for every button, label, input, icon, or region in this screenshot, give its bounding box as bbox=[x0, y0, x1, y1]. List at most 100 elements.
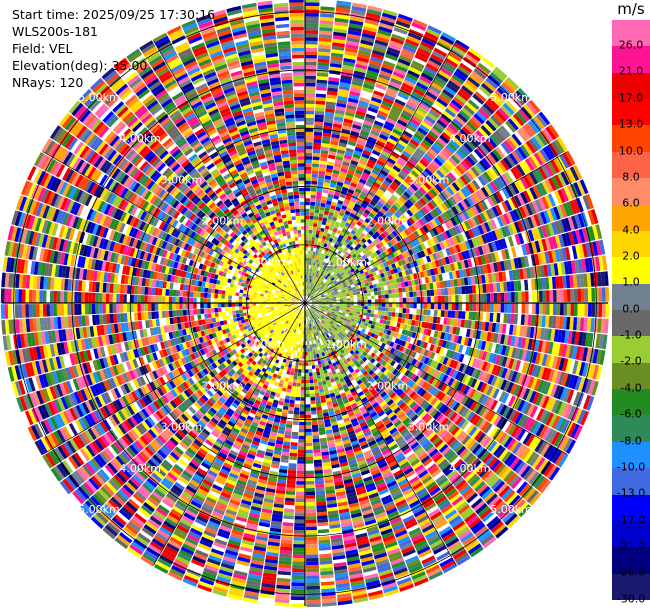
velocity-cell bbox=[380, 290, 385, 295]
velocity-cell bbox=[329, 287, 333, 291]
velocity-cell bbox=[373, 287, 378, 292]
velocity-cell bbox=[259, 283, 264, 287]
velocity-cell bbox=[236, 285, 241, 290]
velocity-cell bbox=[291, 251, 295, 256]
velocity-cell bbox=[257, 312, 262, 316]
velocity-cell bbox=[310, 315, 313, 319]
velocity-cell bbox=[312, 288, 316, 292]
velocity-cell bbox=[277, 331, 281, 336]
velocity-cell bbox=[270, 306, 274, 309]
velocity-cell bbox=[356, 291, 361, 295]
velocity-cell bbox=[312, 318, 315, 323]
velocity-cell bbox=[261, 329, 266, 334]
velocity-cell bbox=[310, 354, 314, 359]
velocity-cell bbox=[326, 325, 330, 329]
velocity-cell bbox=[339, 304, 344, 307]
velocity-cell bbox=[291, 298, 296, 300]
velocity-cell bbox=[334, 282, 339, 286]
velocity-cell bbox=[274, 267, 279, 272]
velocity-cell bbox=[317, 295, 322, 298]
velocity-cell bbox=[249, 308, 254, 312]
velocity-cell bbox=[311, 322, 314, 327]
velocity-cell bbox=[314, 321, 318, 325]
velocity-cell bbox=[281, 346, 286, 351]
velocity-cell bbox=[306, 289, 308, 293]
velocity-cell bbox=[245, 293, 250, 298]
velocity-cell bbox=[300, 309, 303, 313]
velocity-cell bbox=[318, 238, 322, 243]
velocity-cell bbox=[299, 275, 302, 280]
velocity-cell bbox=[300, 393, 305, 398]
velocity-cell bbox=[349, 320, 354, 325]
velocity-cell bbox=[343, 305, 347, 308]
velocity-cell bbox=[280, 289, 284, 292]
velocity-cell bbox=[338, 282, 343, 286]
velocity-cell bbox=[318, 314, 322, 317]
velocity-cell bbox=[287, 298, 292, 301]
velocity-cell bbox=[252, 295, 257, 298]
velocity-cell bbox=[295, 299, 299, 301]
velocity-cell bbox=[290, 292, 294, 296]
velocity-cell bbox=[291, 304, 295, 306]
velocity-cell bbox=[168, 289, 173, 297]
velocity-cell bbox=[376, 314, 381, 319]
velocity-cell bbox=[291, 306, 296, 309]
velocity-cell bbox=[426, 309, 431, 316]
velocity-cell bbox=[327, 291, 332, 295]
velocity-cell bbox=[392, 298, 396, 303]
velocity-cell bbox=[293, 375, 298, 380]
velocity-cell bbox=[232, 314, 237, 319]
velocity-cell bbox=[317, 278, 321, 283]
velocity-cell bbox=[265, 315, 270, 319]
velocity-cell bbox=[298, 312, 301, 316]
velocity-cell bbox=[267, 312, 272, 315]
velocity-cell bbox=[315, 251, 319, 256]
velocity-cell bbox=[294, 293, 298, 297]
velocity-cell bbox=[297, 265, 300, 269]
velocity-cell bbox=[321, 344, 325, 349]
velocity-cell bbox=[225, 286, 230, 291]
velocity-cell bbox=[319, 284, 323, 289]
velocity-cell bbox=[299, 358, 303, 363]
velocity-cell bbox=[263, 342, 268, 348]
velocity-cell bbox=[409, 297, 414, 303]
velocity-cell bbox=[260, 321, 265, 326]
velocity-cell bbox=[292, 428, 299, 433]
velocity-cell bbox=[270, 297, 274, 300]
velocity-cell bbox=[308, 229, 313, 234]
velocity-cell bbox=[324, 350, 328, 356]
velocity-cell bbox=[320, 281, 324, 285]
velocity-cell bbox=[268, 268, 273, 273]
velocity-cell bbox=[412, 314, 417, 321]
velocity-cell bbox=[342, 282, 347, 286]
velocity-cell bbox=[308, 369, 313, 373]
velocity-cell bbox=[348, 335, 354, 341]
velocity-cell bbox=[283, 327, 287, 332]
velocity-cell bbox=[267, 259, 272, 265]
velocity-cell bbox=[217, 294, 222, 299]
velocity-cell bbox=[257, 323, 262, 327]
velocity-cell bbox=[322, 283, 326, 287]
velocity-cell bbox=[308, 278, 310, 283]
velocity-cell bbox=[312, 284, 316, 288]
velocity-cell bbox=[323, 318, 327, 322]
velocity-cell bbox=[336, 304, 340, 307]
velocity-cell bbox=[229, 287, 234, 292]
velocity-cell bbox=[316, 270, 320, 275]
velocity-cell bbox=[311, 421, 318, 426]
velocity-cell bbox=[283, 290, 287, 294]
velocity-cell bbox=[316, 292, 320, 296]
velocity-cell bbox=[210, 303, 215, 308]
velocity-cell bbox=[224, 294, 229, 299]
velocity-cell bbox=[294, 251, 298, 256]
velocity-cell bbox=[289, 349, 293, 354]
velocity-cell bbox=[292, 184, 299, 189]
velocity-cell bbox=[350, 284, 355, 288]
velocity-cell bbox=[263, 292, 268, 295]
velocity-cell bbox=[412, 291, 417, 297]
velocity-cell bbox=[207, 298, 211, 303]
velocity-cell bbox=[285, 293, 290, 296]
velocity-cell bbox=[255, 318, 260, 322]
velocity-cell bbox=[308, 316, 311, 320]
velocity-cell bbox=[266, 297, 271, 300]
